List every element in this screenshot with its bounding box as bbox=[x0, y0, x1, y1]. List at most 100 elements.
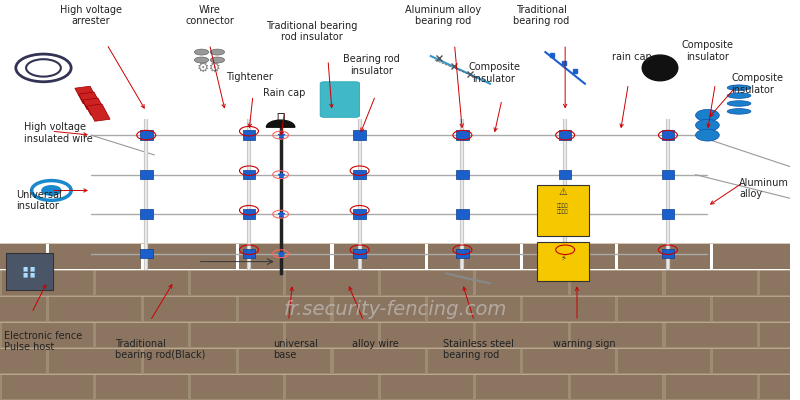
Bar bbox=[0, 349, 46, 373]
Bar bbox=[570, 270, 662, 295]
Text: Stainless steel
bearing rod: Stainless steel bearing rod bbox=[442, 339, 514, 360]
Text: Traditional
bearing rod(Black): Traditional bearing rod(Black) bbox=[114, 339, 205, 360]
Text: High voltage
arrester: High voltage arrester bbox=[60, 5, 122, 26]
Bar bbox=[429, 349, 520, 373]
Text: ⚙⚙: ⚙⚙ bbox=[197, 61, 222, 75]
Text: warning sign: warning sign bbox=[554, 339, 616, 349]
Bar bbox=[559, 249, 571, 258]
Bar bbox=[570, 375, 662, 399]
Bar bbox=[354, 210, 366, 219]
Bar bbox=[0, 296, 46, 321]
Text: Composite
insulator: Composite insulator bbox=[731, 73, 783, 94]
Bar bbox=[760, 270, 800, 295]
Bar bbox=[2, 375, 94, 399]
Bar bbox=[381, 322, 473, 347]
Bar bbox=[191, 270, 283, 295]
Bar bbox=[666, 375, 758, 399]
Bar bbox=[713, 244, 800, 269]
Text: Composite
insulator: Composite insulator bbox=[682, 40, 734, 62]
Bar bbox=[242, 170, 255, 180]
Bar bbox=[429, 296, 520, 321]
Text: Bearing rod
insulator: Bearing rod insulator bbox=[343, 54, 400, 76]
Bar bbox=[559, 210, 571, 219]
Ellipse shape bbox=[642, 55, 678, 81]
Bar bbox=[456, 210, 469, 219]
Text: rain cap: rain cap bbox=[613, 52, 652, 62]
Bar bbox=[334, 349, 426, 373]
Bar bbox=[559, 130, 571, 140]
Circle shape bbox=[695, 129, 719, 141]
Bar bbox=[0, 270, 790, 400]
Bar bbox=[662, 170, 674, 180]
Bar bbox=[429, 244, 520, 269]
Bar bbox=[238, 244, 330, 269]
Bar bbox=[140, 130, 153, 140]
Bar bbox=[476, 375, 567, 399]
Bar bbox=[523, 349, 615, 373]
FancyBboxPatch shape bbox=[320, 82, 360, 117]
Bar bbox=[476, 270, 567, 295]
Bar bbox=[618, 244, 710, 269]
Bar bbox=[559, 170, 571, 180]
Bar bbox=[144, 244, 235, 269]
Bar bbox=[456, 130, 469, 140]
Text: Traditional bearing
rod insulator: Traditional bearing rod insulator bbox=[266, 21, 358, 42]
Bar bbox=[381, 270, 473, 295]
Text: ⚠: ⚠ bbox=[558, 188, 567, 198]
Wedge shape bbox=[266, 120, 295, 127]
Bar bbox=[97, 322, 188, 347]
Text: Universal
insulator: Universal insulator bbox=[16, 190, 62, 211]
Bar bbox=[354, 130, 366, 140]
Bar bbox=[286, 270, 378, 295]
Text: Tightener: Tightener bbox=[226, 72, 273, 82]
Text: Aluminum alloy
bearing rod: Aluminum alloy bearing rod bbox=[405, 5, 481, 26]
Bar bbox=[75, 86, 98, 104]
Text: universal
base: universal base bbox=[273, 339, 318, 360]
Bar bbox=[381, 375, 473, 399]
Bar bbox=[86, 104, 110, 121]
Bar bbox=[476, 322, 567, 347]
Bar bbox=[140, 249, 153, 258]
Text: alloy wire: alloy wire bbox=[352, 339, 398, 349]
Bar bbox=[666, 270, 758, 295]
Bar bbox=[82, 98, 106, 115]
Bar bbox=[570, 322, 662, 347]
Bar bbox=[0, 5, 790, 270]
Text: Composite
insulator: Composite insulator bbox=[468, 62, 520, 84]
Circle shape bbox=[695, 119, 719, 131]
Bar bbox=[618, 349, 710, 373]
Ellipse shape bbox=[194, 57, 209, 63]
Bar bbox=[286, 322, 378, 347]
Circle shape bbox=[695, 110, 719, 121]
Bar bbox=[78, 92, 102, 110]
Text: ⚡: ⚡ bbox=[560, 253, 566, 262]
Bar bbox=[354, 170, 366, 180]
Bar bbox=[2, 270, 94, 295]
Bar bbox=[456, 170, 469, 180]
Bar bbox=[286, 375, 378, 399]
Bar bbox=[760, 322, 800, 347]
Ellipse shape bbox=[210, 57, 225, 63]
Bar bbox=[523, 296, 615, 321]
Ellipse shape bbox=[727, 101, 751, 106]
Bar bbox=[140, 210, 153, 219]
Bar bbox=[354, 249, 366, 258]
Circle shape bbox=[42, 186, 61, 195]
Text: Electronic fence
Pulse host: Electronic fence Pulse host bbox=[4, 331, 82, 352]
Ellipse shape bbox=[727, 85, 751, 90]
Text: fr.security-fencing.com: fr.security-fencing.com bbox=[283, 300, 507, 318]
Text: 电子围栏
高压危险: 电子围栏 高压危险 bbox=[557, 203, 569, 214]
Bar bbox=[49, 296, 141, 321]
Bar bbox=[662, 249, 674, 258]
Bar bbox=[523, 244, 615, 269]
Ellipse shape bbox=[727, 109, 751, 114]
Text: Aluminum
alloy: Aluminum alloy bbox=[739, 178, 789, 199]
Text: Traditional
bearing rod: Traditional bearing rod bbox=[514, 5, 570, 26]
Text: High voltage
insulated wire: High voltage insulated wire bbox=[24, 122, 93, 144]
Bar bbox=[144, 296, 235, 321]
Bar bbox=[238, 296, 330, 321]
Bar bbox=[2, 322, 94, 347]
Bar bbox=[238, 349, 330, 373]
Bar bbox=[760, 375, 800, 399]
Bar bbox=[97, 375, 188, 399]
